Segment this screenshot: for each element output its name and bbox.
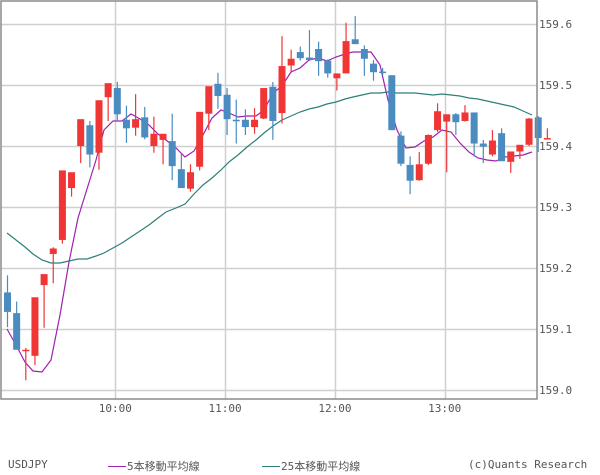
candle xyxy=(507,151,515,173)
x-tick-label: 11:00 xyxy=(209,402,242,415)
candle xyxy=(305,30,313,60)
y-axis: 159.6 159.5 159.4 159.3 159.2 159.1 159.0 xyxy=(539,18,572,397)
candle xyxy=(122,105,130,143)
copyright-credit: (c)Quants Research xyxy=(468,458,588,471)
candle xyxy=(452,113,460,136)
legend-ma25: 25本移動平均線 xyxy=(262,458,360,474)
y-tick-label: 159.0 xyxy=(539,384,572,397)
candle xyxy=(470,112,478,157)
chart-grid xyxy=(1,1,537,399)
candle xyxy=(287,49,295,73)
candle xyxy=(360,45,368,76)
candle xyxy=(241,109,249,136)
candle xyxy=(278,36,286,124)
candle xyxy=(223,88,231,136)
candle xyxy=(68,172,76,197)
candle xyxy=(168,113,176,181)
candle xyxy=(196,111,204,171)
moving-average-line xyxy=(6,91,533,264)
candle xyxy=(516,144,524,159)
candle xyxy=(543,128,551,140)
candle xyxy=(461,105,469,122)
y-tick-label: 159.6 xyxy=(539,18,572,31)
candle xyxy=(4,275,11,328)
candle xyxy=(40,274,48,328)
y-tick-label: 159.4 xyxy=(539,140,572,153)
candle xyxy=(388,75,396,131)
legend-ma5-label: 5本移動平均線 xyxy=(127,460,200,473)
candle xyxy=(31,297,39,365)
candle xyxy=(406,156,414,195)
plot-border xyxy=(0,0,538,400)
candle xyxy=(187,164,194,192)
y-tick-label: 159.5 xyxy=(539,79,572,92)
candle xyxy=(251,108,259,134)
candle xyxy=(379,67,387,76)
candle xyxy=(49,247,57,284)
moving-average-line xyxy=(6,51,533,373)
x-tick-label: 13:00 xyxy=(428,402,461,415)
x-axis: 10:00 11:00 12:00 13:00 xyxy=(99,402,462,415)
y-tick-label: 159.1 xyxy=(539,323,572,336)
candle xyxy=(415,152,423,181)
candle xyxy=(342,22,350,74)
x-tick-label: 10:00 xyxy=(99,402,132,415)
candle xyxy=(488,130,496,157)
x-tick-label: 12:00 xyxy=(318,402,351,415)
candle xyxy=(525,117,533,146)
candle xyxy=(13,301,21,350)
candle xyxy=(58,170,66,244)
y-tick-label: 159.3 xyxy=(539,201,572,214)
y-tick-label: 159.2 xyxy=(539,262,572,275)
candle xyxy=(95,100,103,170)
candle xyxy=(150,116,158,153)
candle xyxy=(159,133,167,165)
ma25-swatch-icon xyxy=(262,465,280,467)
candle xyxy=(22,347,30,381)
candle xyxy=(443,114,451,173)
candle xyxy=(269,81,277,140)
candle xyxy=(260,88,268,120)
symbol-label: USDJPY xyxy=(8,458,48,471)
candle xyxy=(324,59,332,78)
candle xyxy=(132,94,140,136)
candle xyxy=(424,134,432,165)
candle xyxy=(177,153,185,189)
candle xyxy=(214,72,222,109)
candle xyxy=(479,139,487,164)
candle xyxy=(498,128,506,162)
candle xyxy=(296,46,304,61)
candle xyxy=(232,99,240,144)
candle xyxy=(104,83,112,121)
candle xyxy=(333,73,341,91)
legend-ma25-label: 25本移動平均線 xyxy=(281,460,361,473)
candle xyxy=(370,59,377,81)
candles xyxy=(4,16,551,381)
candle xyxy=(434,103,442,132)
candle xyxy=(534,116,542,153)
ma5-swatch-icon xyxy=(108,465,126,467)
moving-average-lines xyxy=(6,51,533,373)
candle xyxy=(113,81,121,121)
candle xyxy=(351,16,359,45)
candle xyxy=(77,119,85,164)
candle xyxy=(397,131,405,167)
candle xyxy=(205,86,213,131)
candle xyxy=(141,106,149,140)
candle xyxy=(315,41,323,76)
legend-ma5: 5本移動平均線 xyxy=(108,458,200,474)
candle xyxy=(86,120,94,168)
